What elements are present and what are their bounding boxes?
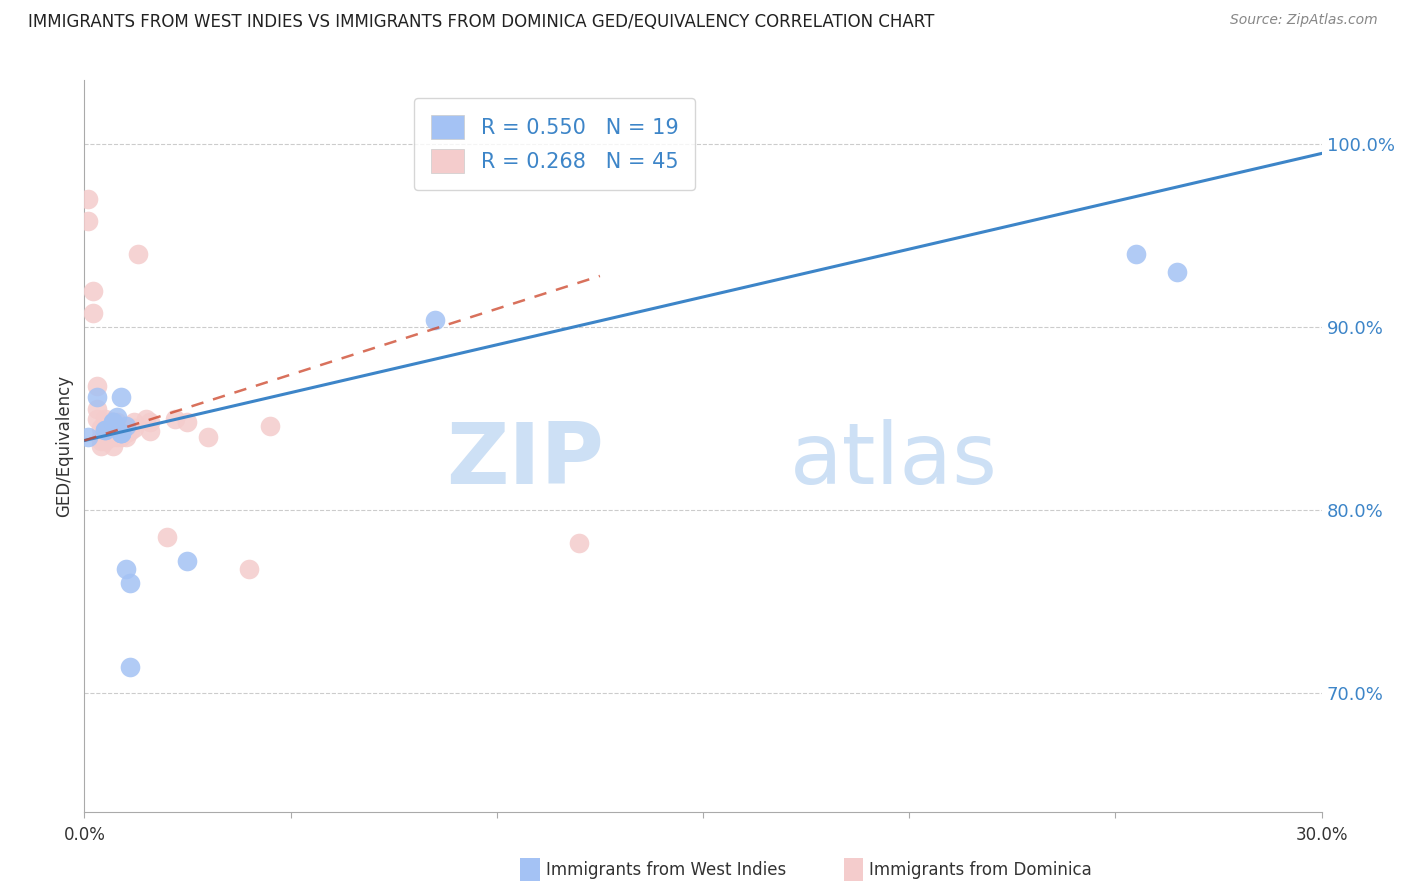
- Point: [1166, 265, 1188, 279]
- Point: [94, 430, 117, 444]
- Point: [103, 430, 125, 444]
- Point: [94, 420, 117, 434]
- Point: [103, 415, 125, 429]
- Text: 30.0%: 30.0%: [1295, 826, 1348, 845]
- Point: [90, 434, 112, 448]
- Point: [1125, 247, 1147, 261]
- Point: [114, 420, 136, 434]
- Point: [197, 430, 219, 444]
- Point: [82, 284, 104, 298]
- Point: [94, 423, 117, 437]
- Point: [90, 430, 112, 444]
- Point: [105, 430, 128, 444]
- Point: [94, 434, 117, 448]
- Point: [98, 426, 121, 441]
- Point: [114, 426, 136, 441]
- Point: [176, 554, 198, 568]
- Point: [103, 439, 125, 453]
- Point: [114, 418, 136, 433]
- Point: [118, 576, 141, 591]
- Point: [94, 411, 117, 425]
- Point: [77, 214, 100, 228]
- Point: [135, 411, 157, 425]
- Text: atlas: atlas: [790, 419, 998, 502]
- Point: [105, 420, 128, 434]
- Point: [82, 305, 104, 319]
- Text: Immigrants from Dominica: Immigrants from Dominica: [869, 861, 1091, 879]
- Point: [259, 418, 281, 433]
- Point: [568, 536, 591, 550]
- Y-axis label: GED/Equivalency: GED/Equivalency: [55, 375, 73, 517]
- Text: ZIP: ZIP: [446, 419, 605, 502]
- Point: [103, 415, 125, 429]
- Point: [86, 411, 108, 425]
- Point: [127, 247, 149, 261]
- Point: [110, 390, 132, 404]
- Point: [118, 660, 141, 674]
- Point: [118, 425, 141, 439]
- Point: [90, 439, 112, 453]
- Point: [98, 420, 121, 434]
- Point: [139, 425, 162, 439]
- Point: [110, 426, 132, 441]
- Point: [238, 561, 260, 575]
- Point: [139, 415, 162, 429]
- Point: [122, 415, 145, 429]
- Text: Source: ZipAtlas.com: Source: ZipAtlas.com: [1230, 13, 1378, 28]
- Point: [86, 402, 108, 417]
- Point: [103, 420, 125, 434]
- Point: [98, 415, 121, 429]
- Point: [114, 430, 136, 444]
- Point: [110, 430, 132, 444]
- Point: [423, 313, 446, 327]
- Point: [110, 426, 132, 441]
- Legend: R = 0.550   N = 19, R = 0.268   N = 45: R = 0.550 N = 19, R = 0.268 N = 45: [413, 98, 695, 190]
- Point: [165, 411, 187, 425]
- Point: [110, 420, 132, 434]
- Text: IMMIGRANTS FROM WEST INDIES VS IMMIGRANTS FROM DOMINICA GED/EQUIVALENCY CORRELAT: IMMIGRANTS FROM WEST INDIES VS IMMIGRANT…: [28, 13, 935, 31]
- Point: [105, 409, 128, 424]
- Point: [105, 415, 128, 429]
- Text: Immigrants from West Indies: Immigrants from West Indies: [546, 861, 786, 879]
- Point: [86, 378, 108, 392]
- Point: [156, 530, 179, 544]
- Point: [122, 420, 145, 434]
- Point: [114, 561, 136, 575]
- Point: [86, 390, 108, 404]
- Point: [90, 420, 112, 434]
- Point: [103, 415, 125, 429]
- Point: [110, 426, 132, 441]
- Point: [94, 423, 117, 437]
- Point: [77, 192, 100, 206]
- Text: 0.0%: 0.0%: [63, 826, 105, 845]
- Point: [176, 415, 198, 429]
- Point: [77, 430, 100, 444]
- Point: [105, 425, 128, 439]
